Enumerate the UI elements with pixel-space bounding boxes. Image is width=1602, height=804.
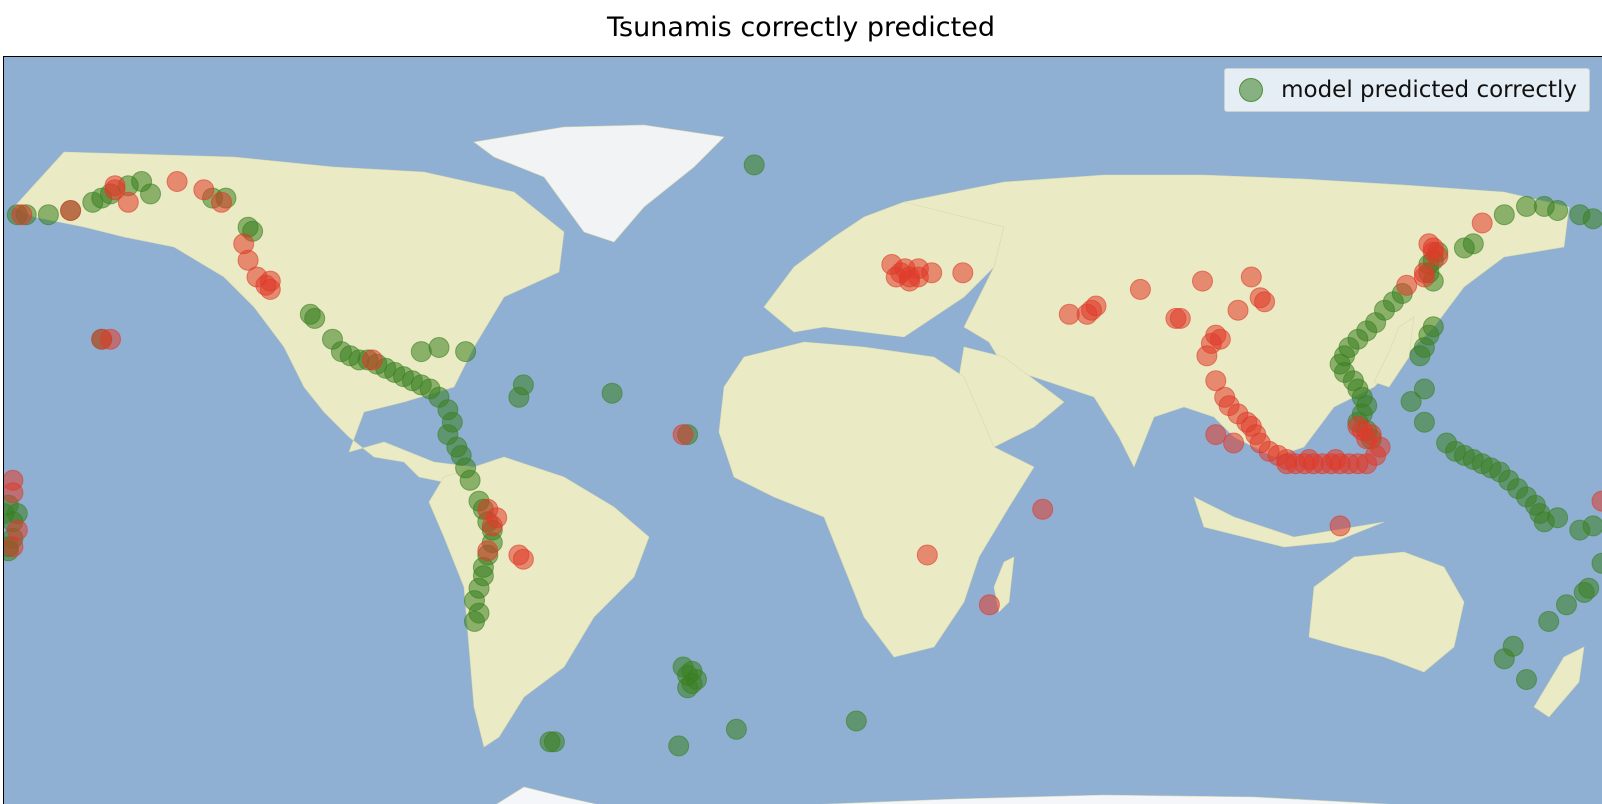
point-incorrect (259, 270, 281, 292)
points-layer (4, 154, 1602, 757)
point-incorrect (1347, 415, 1369, 437)
point-correct (1516, 669, 1537, 690)
legend-label: model predicted correctly (1281, 77, 1577, 103)
point-correct (677, 677, 699, 699)
point-incorrect (60, 200, 82, 221)
point-correct (601, 382, 623, 404)
point-incorrect (193, 179, 215, 201)
point-incorrect (1276, 453, 1298, 475)
point-incorrect (6, 519, 28, 541)
new-zealand (1533, 646, 1585, 718)
point-incorrect (100, 328, 121, 350)
point-incorrect (1254, 291, 1276, 313)
point-incorrect (1418, 233, 1440, 255)
point-correct (37, 204, 59, 226)
legend: model predicted correctly (1224, 68, 1590, 112)
point-correct (1582, 515, 1602, 537)
point-correct (1413, 378, 1435, 400)
map-plot-area (3, 56, 1602, 804)
point-correct (1516, 195, 1537, 217)
point-correct (1573, 581, 1595, 603)
point-incorrect (952, 262, 974, 284)
point-incorrect (477, 540, 499, 562)
point-correct (1556, 594, 1577, 616)
point-correct (459, 469, 481, 491)
greenland (473, 124, 725, 243)
point-incorrect (1240, 266, 1262, 288)
point-incorrect (11, 204, 33, 226)
point-correct (668, 735, 690, 757)
point-correct (1493, 204, 1515, 226)
point-correct (304, 307, 326, 329)
point-incorrect (211, 191, 232, 213)
point-incorrect (1329, 515, 1351, 537)
point-incorrect (1085, 295, 1107, 317)
australia (1308, 551, 1465, 673)
point-correct (1582, 208, 1602, 230)
point-incorrect (1591, 490, 1602, 512)
antarctica (496, 786, 1391, 804)
point-incorrect (1223, 432, 1245, 454)
point-incorrect (512, 548, 534, 570)
point-incorrect (916, 544, 938, 566)
point-incorrect (486, 507, 508, 529)
point-correct (743, 154, 765, 176)
point-incorrect (104, 175, 126, 197)
point-correct (1547, 507, 1569, 529)
point-incorrect (237, 249, 259, 271)
point-correct (455, 341, 477, 363)
point-incorrect (361, 349, 383, 371)
point-correct (140, 183, 161, 205)
legend-marker (1239, 78, 1264, 102)
point-incorrect (1471, 212, 1493, 234)
point-incorrect (4, 482, 24, 504)
point-correct (1502, 635, 1524, 657)
africa (718, 341, 1035, 658)
point-correct (1409, 345, 1431, 367)
point-correct (464, 610, 485, 632)
point-correct (1453, 237, 1475, 259)
point-incorrect (1205, 424, 1227, 446)
point-correct (725, 718, 747, 740)
madagascar (993, 556, 1015, 613)
point-incorrect (117, 191, 139, 213)
point-incorrect (672, 424, 694, 446)
point-correct (1591, 552, 1602, 574)
point-incorrect (1058, 303, 1080, 325)
land-layer (13, 124, 1585, 804)
point-correct (1538, 610, 1560, 632)
point-incorrect (1298, 449, 1320, 470)
point-correct (1400, 391, 1422, 412)
point-correct (508, 386, 530, 408)
point-correct (410, 341, 432, 363)
point-correct (543, 731, 565, 753)
point-incorrect (1396, 274, 1418, 296)
point-incorrect (899, 266, 920, 288)
point-incorrect (978, 594, 1000, 616)
point-correct (1413, 411, 1435, 433)
point-incorrect (1129, 278, 1151, 300)
point-correct (845, 710, 867, 732)
point-incorrect (1192, 270, 1213, 292)
point-incorrect (1205, 370, 1227, 392)
point-incorrect (921, 262, 943, 284)
point-incorrect (1227, 299, 1249, 321)
japan (1373, 316, 1415, 388)
point-incorrect (1413, 262, 1435, 284)
point-correct (428, 337, 450, 358)
point-incorrect (1325, 449, 1347, 470)
point-incorrect (1032, 498, 1054, 520)
point-correct (1547, 200, 1569, 221)
point-incorrect (1196, 345, 1218, 367)
point-incorrect (1169, 307, 1191, 329)
chart-title: Tsunamis correctly predicted (607, 12, 995, 43)
point-incorrect (166, 171, 188, 192)
